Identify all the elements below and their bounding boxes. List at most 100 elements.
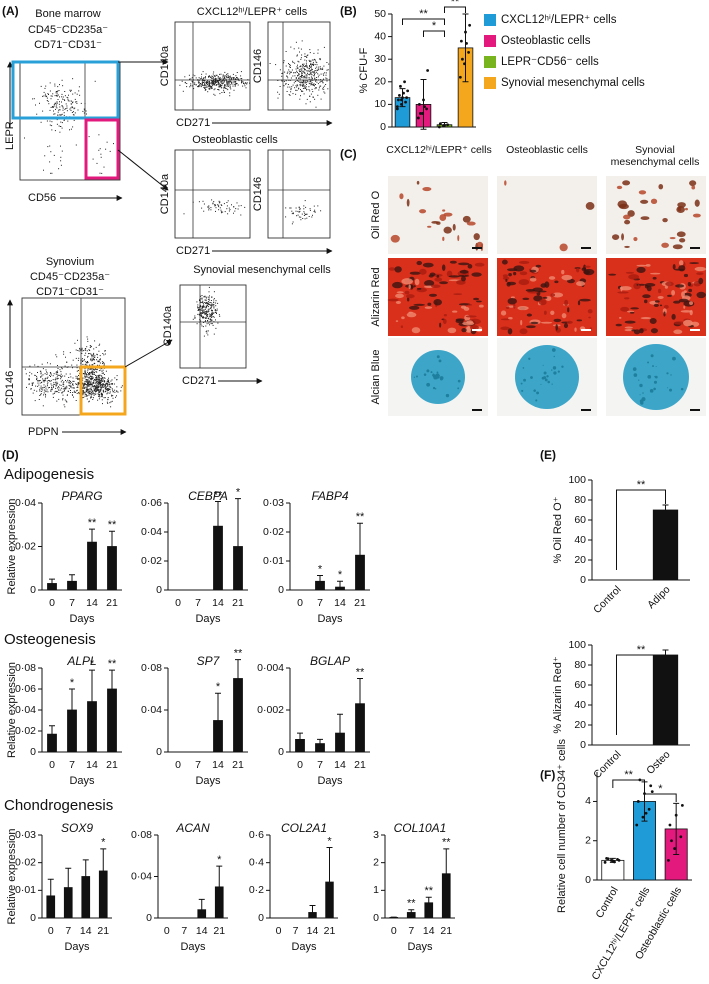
cytometry-dot: [313, 97, 314, 98]
cytometry-dot: [201, 315, 202, 316]
cytometry-dot: [226, 86, 227, 87]
cytometry-dot: [211, 300, 212, 301]
cytometry-dot: [36, 376, 37, 377]
cytometry-dot: [204, 314, 205, 315]
bar: [316, 744, 325, 752]
stain-spot: [475, 263, 485, 267]
cytometry-dot: [203, 87, 204, 88]
cytometry-dot: [306, 63, 307, 64]
cytometry-dot: [78, 360, 79, 361]
stain-spot: [426, 369, 429, 372]
bar: [48, 734, 57, 752]
cytometry-dot: [91, 387, 92, 388]
cytometry-dot: [55, 130, 56, 131]
cytometry-dot: [296, 78, 297, 79]
data-point: [403, 80, 406, 83]
stain-spot: [673, 264, 676, 270]
cytometry-dot: [312, 215, 313, 216]
cytometry-dot: [213, 300, 214, 301]
cytometry-dot: [91, 384, 92, 385]
stain-spot: [388, 299, 399, 302]
stain-spot: [407, 199, 410, 207]
stain-spot: [584, 270, 590, 274]
stain-spot: [590, 327, 592, 329]
cytometry-dot: [100, 173, 101, 174]
cytometry-dot: [55, 388, 56, 389]
cytometry-dot: [57, 96, 58, 97]
cytometry-dot: [75, 102, 76, 103]
cytometry-dot: [44, 92, 45, 93]
y-tick-label: 60: [574, 679, 586, 691]
cytometry-dot: [314, 211, 315, 212]
bar: [108, 689, 117, 752]
cytometry-dot: [297, 75, 298, 76]
stain-spot: [500, 326, 509, 330]
stain-spot: [458, 262, 470, 265]
cytometry-dot: [40, 383, 41, 384]
stain-spot: [427, 303, 431, 306]
column-header-box: Osteoblastic cells: [494, 144, 600, 174]
cytometry-dot: [99, 379, 100, 380]
cytometry-dot: [299, 52, 300, 53]
cytometry-dot: [201, 208, 202, 209]
cytometry-dot: [226, 80, 227, 81]
cytometry-dot: [295, 81, 296, 82]
cytometry-dot: [82, 348, 83, 349]
cytometry-dot: [45, 386, 46, 387]
cytometry-dot: [103, 362, 104, 363]
cytometry-dot: [209, 297, 210, 298]
cytometry-dot: [74, 343, 75, 344]
cytometry-dot: [240, 215, 241, 216]
cytometry-dot: [208, 209, 209, 210]
cytometry-dot: [309, 49, 310, 50]
cytometry-dot: [98, 396, 99, 397]
cytometry-dot: [56, 371, 57, 372]
cytometry-dot: [116, 390, 117, 391]
cytometry-dot: [205, 300, 206, 301]
cytometry-dot: [302, 91, 303, 92]
cytometry-dot: [92, 373, 93, 374]
cytometry-dot: [93, 359, 94, 360]
y-tick-label: 0·02: [15, 856, 36, 868]
cytometry-dot: [215, 328, 216, 329]
x-tick-label: 21: [354, 597, 366, 609]
cytometry-dot: [37, 380, 38, 381]
cytometry-dot: [218, 78, 219, 79]
stain-spot: [661, 243, 669, 248]
cytometry-dot: [86, 111, 87, 112]
cytometry-dot: [45, 391, 46, 392]
cytometry-dot: [64, 404, 65, 405]
cytometry-dot: [99, 370, 100, 371]
cytometry-dot: [294, 75, 295, 76]
cytometry-dot: [218, 80, 219, 81]
cytometry-dot: [76, 101, 77, 102]
cytometry-dot: [193, 88, 194, 89]
y-axis-label: Relative expression: [6, 662, 18, 758]
cytometry-dot: [93, 392, 94, 393]
cytometry-dot: [84, 376, 85, 377]
cytometry-dot: [229, 211, 230, 212]
cytometry-dot: [66, 401, 67, 402]
cytometry-dot: [78, 90, 79, 91]
stain-spot: [625, 327, 633, 329]
cytometry-dot: [220, 207, 221, 208]
gate-box: [13, 62, 118, 118]
cytometry-dot: [325, 84, 326, 85]
cytometry-dot: [220, 79, 221, 80]
cytometry-dot: [213, 316, 214, 317]
cytometry-dot: [85, 377, 86, 378]
cytometry-dot: [221, 204, 222, 205]
cytometry-dot: [43, 380, 44, 381]
x-tick-label: 0: [49, 759, 55, 771]
cytometry-dot: [231, 83, 232, 84]
cytometry-dot: [108, 378, 109, 379]
stain-spot: [662, 218, 667, 222]
cytometry-dot: [97, 361, 98, 362]
cytometry-dot: [209, 295, 210, 296]
cytometry-dot: [98, 134, 99, 135]
stain-spot: [439, 281, 448, 284]
cytometry-dot: [84, 378, 85, 379]
cytometry-dot: [233, 213, 234, 214]
cytometry-dot: [94, 379, 95, 380]
cytometry-dot: [114, 390, 115, 391]
